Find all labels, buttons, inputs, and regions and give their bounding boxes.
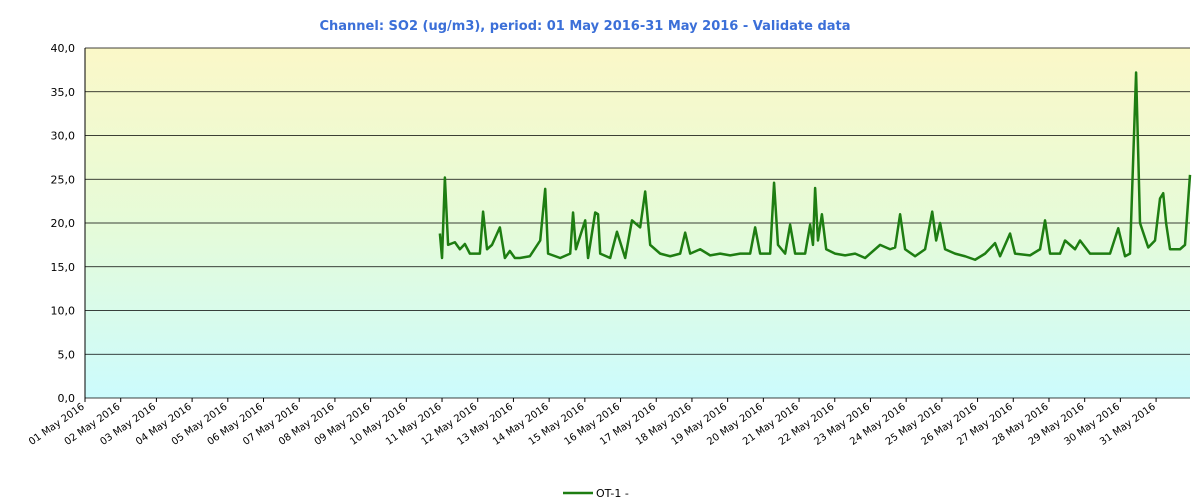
y-tick-label: 15,0 [51, 261, 76, 274]
y-tick-label: 5,0 [58, 348, 76, 361]
y-tick-label: 35,0 [51, 86, 76, 99]
y-tick-label: 25,0 [51, 173, 76, 186]
y-tick-label: 10,0 [51, 305, 76, 318]
chart-title: Channel: SO2 (ug/m3), period: 01 May 201… [319, 19, 850, 34]
y-tick-label: 0,0 [58, 392, 76, 405]
y-tick-label: 30,0 [51, 130, 76, 143]
y-tick-label: 20,0 [51, 217, 76, 230]
y-tick-label: 40,0 [51, 42, 76, 55]
series-line [438, 71, 1192, 261]
legend-label: OT-1 - [596, 487, 629, 500]
